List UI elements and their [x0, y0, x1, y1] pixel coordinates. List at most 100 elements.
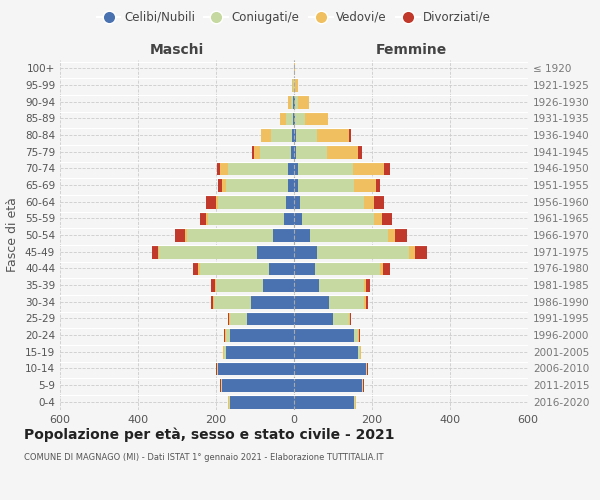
- Bar: [291, 95, 293, 108]
- Bar: [294, 145, 296, 158]
- Bar: [251, 295, 294, 308]
- Bar: [310, 228, 388, 242]
- Bar: [284, 212, 294, 225]
- Bar: [293, 95, 294, 108]
- Bar: [349, 128, 350, 142]
- Bar: [288, 95, 291, 108]
- Bar: [316, 262, 380, 275]
- Bar: [218, 362, 294, 375]
- Bar: [294, 95, 295, 108]
- Bar: [294, 162, 298, 175]
- Bar: [329, 295, 364, 308]
- Bar: [260, 145, 291, 158]
- Bar: [294, 178, 298, 192]
- Bar: [185, 228, 187, 242]
- Bar: [263, 278, 294, 292]
- Bar: [225, 328, 226, 342]
- Bar: [229, 312, 230, 325]
- Bar: [358, 328, 359, 342]
- Bar: [295, 78, 298, 92]
- Bar: [216, 195, 218, 208]
- Bar: [208, 212, 284, 225]
- Bar: [292, 128, 294, 142]
- Bar: [217, 362, 218, 375]
- Bar: [364, 295, 366, 308]
- Bar: [293, 112, 294, 125]
- Bar: [288, 178, 294, 192]
- Bar: [222, 178, 226, 192]
- Bar: [364, 278, 366, 292]
- Bar: [222, 378, 294, 392]
- Bar: [355, 178, 376, 192]
- Bar: [358, 345, 360, 358]
- Bar: [366, 295, 368, 308]
- Bar: [358, 145, 362, 158]
- Bar: [230, 395, 294, 408]
- Bar: [415, 245, 427, 258]
- Bar: [374, 195, 384, 208]
- Bar: [382, 212, 392, 225]
- Bar: [252, 145, 254, 158]
- Bar: [230, 312, 247, 325]
- Bar: [294, 278, 319, 292]
- Bar: [302, 212, 374, 225]
- Bar: [211, 295, 213, 308]
- Bar: [217, 162, 220, 175]
- Bar: [206, 212, 208, 225]
- Bar: [294, 345, 358, 358]
- Bar: [295, 95, 298, 108]
- Bar: [376, 178, 380, 192]
- Bar: [216, 278, 263, 292]
- Bar: [175, 228, 185, 242]
- Bar: [353, 162, 384, 175]
- Bar: [388, 228, 395, 242]
- Bar: [362, 378, 363, 392]
- Bar: [366, 278, 370, 292]
- Bar: [193, 262, 199, 275]
- Bar: [300, 195, 364, 208]
- Bar: [247, 312, 294, 325]
- Bar: [271, 128, 292, 142]
- Bar: [226, 178, 288, 192]
- Bar: [350, 312, 351, 325]
- Bar: [230, 328, 294, 342]
- Bar: [305, 112, 328, 125]
- Bar: [157, 245, 160, 258]
- Bar: [291, 145, 294, 158]
- Bar: [220, 162, 228, 175]
- Bar: [327, 145, 358, 158]
- Bar: [206, 195, 216, 208]
- Bar: [229, 395, 230, 408]
- Bar: [298, 95, 309, 108]
- Bar: [383, 262, 390, 275]
- Bar: [317, 128, 349, 142]
- Bar: [294, 212, 302, 225]
- Bar: [294, 378, 362, 392]
- Bar: [294, 312, 333, 325]
- Bar: [200, 262, 269, 275]
- Bar: [294, 262, 316, 275]
- Legend: Celibi/Nubili, Coniugati/e, Vedovi/e, Divorziati/e: Celibi/Nubili, Coniugati/e, Vedovi/e, Di…: [94, 8, 494, 26]
- Bar: [200, 212, 206, 225]
- Bar: [214, 295, 251, 308]
- Bar: [366, 362, 367, 375]
- Bar: [286, 112, 293, 125]
- Bar: [295, 112, 305, 125]
- Bar: [228, 162, 288, 175]
- Bar: [288, 162, 294, 175]
- Bar: [218, 178, 222, 192]
- Bar: [187, 228, 272, 242]
- Bar: [272, 228, 294, 242]
- Text: Maschi: Maschi: [150, 42, 204, 56]
- Bar: [228, 312, 229, 325]
- Bar: [269, 262, 294, 275]
- Bar: [221, 378, 222, 392]
- Y-axis label: Fasce di età: Fasce di età: [7, 198, 19, 272]
- Bar: [296, 145, 327, 158]
- Bar: [286, 195, 294, 208]
- Bar: [218, 195, 286, 208]
- Bar: [224, 328, 225, 342]
- Bar: [226, 345, 294, 358]
- Bar: [280, 112, 286, 125]
- Text: Femmine: Femmine: [376, 42, 446, 56]
